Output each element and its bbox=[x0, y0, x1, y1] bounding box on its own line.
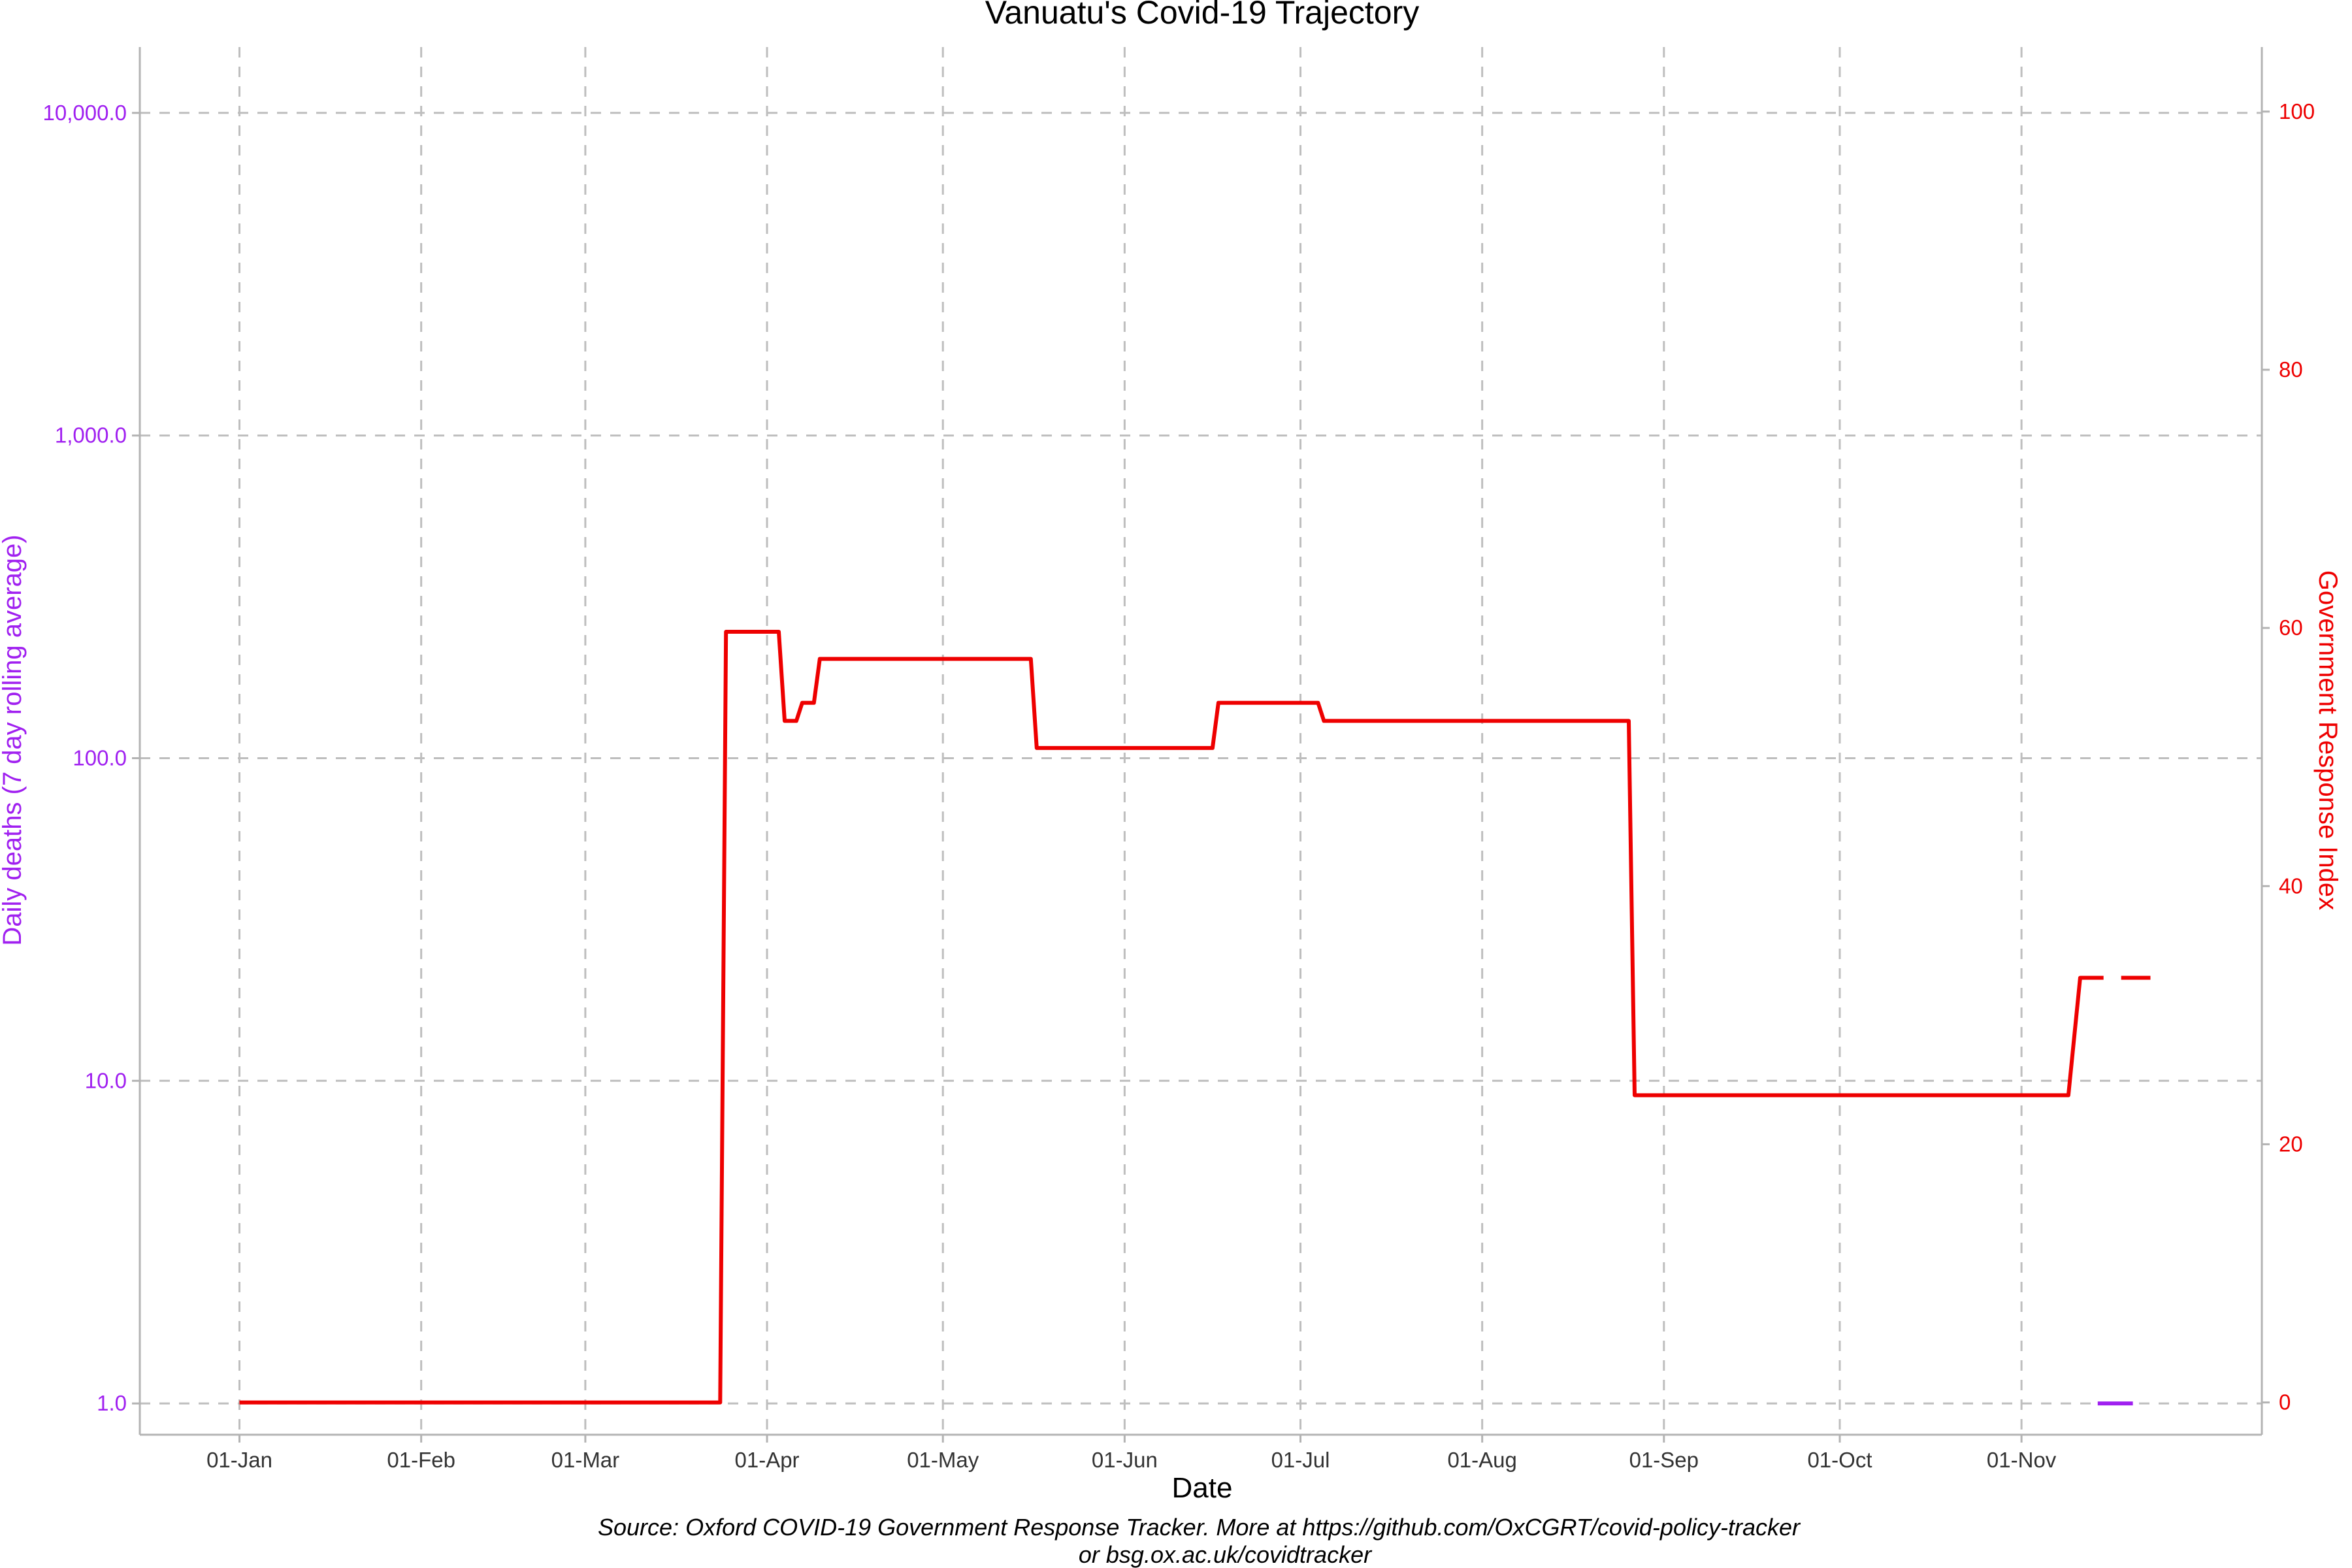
source-caption-line-1: Source: Oxford COVID-19 Government Respo… bbox=[598, 1514, 1801, 1541]
axes bbox=[139, 47, 2263, 1436]
y-right-tick-label: 20 bbox=[2279, 1132, 2303, 1156]
x-tick-label: 01-Apr bbox=[735, 1448, 800, 1472]
y-left-tick-label: 100.0 bbox=[73, 745, 127, 770]
x-tick-label: 01-Jun bbox=[1092, 1448, 1158, 1472]
y-right-axis-title: Government Response Index bbox=[2313, 570, 2342, 910]
x-tick-label: 01-Aug bbox=[1447, 1448, 1516, 1472]
x-tick-label: 01-Jan bbox=[206, 1448, 272, 1472]
y-right-tick-label: 80 bbox=[2279, 357, 2303, 382]
x-tick-label: 01-Oct bbox=[1807, 1448, 1872, 1472]
response-index-line-segment bbox=[239, 630, 2104, 1405]
grid-lines bbox=[140, 47, 2262, 1435]
x-tick-label: 01-Feb bbox=[387, 1448, 455, 1472]
x-tick-label: 01-Mar bbox=[551, 1448, 620, 1472]
y-right-tick-label: 60 bbox=[2279, 615, 2303, 640]
y-left-tick-label: 10.0 bbox=[85, 1068, 127, 1092]
tick-labels: 01-Jan 01-Feb 01-Mar 01-Apr 01-May 01-Jun 01-J… bbox=[43, 99, 2315, 1472]
y-right-tick-label: 100 bbox=[2279, 99, 2315, 123]
y-left-tick-label: 1,000.0 bbox=[55, 423, 127, 448]
y-left-tick-label: 10,000.0 bbox=[43, 101, 127, 125]
chart-title: Vanuatu's Covid-19 Trajectory bbox=[985, 0, 1420, 31]
x-tick-label: 01-Sep bbox=[1629, 1448, 1699, 1472]
y-right-tick-label: 40 bbox=[2279, 874, 2303, 898]
x-tick-label: 01-Nov bbox=[1987, 1448, 2057, 1472]
y-left-axis-title: Daily deaths (7 day rolling average) bbox=[0, 534, 27, 945]
x-tick-label: 01-May bbox=[907, 1448, 979, 1472]
x-tick-label: 01-Jul bbox=[1271, 1448, 1330, 1472]
x-axis-title: Date bbox=[1172, 1472, 1233, 1504]
y-right-tick-label: 0 bbox=[2279, 1390, 2291, 1414]
series-lines bbox=[239, 630, 2151, 1406]
y-left-tick-label: 1.0 bbox=[97, 1391, 127, 1415]
source-caption-line-2: or bsg.ox.ac.uk/covidtracker bbox=[1079, 1541, 1373, 1568]
